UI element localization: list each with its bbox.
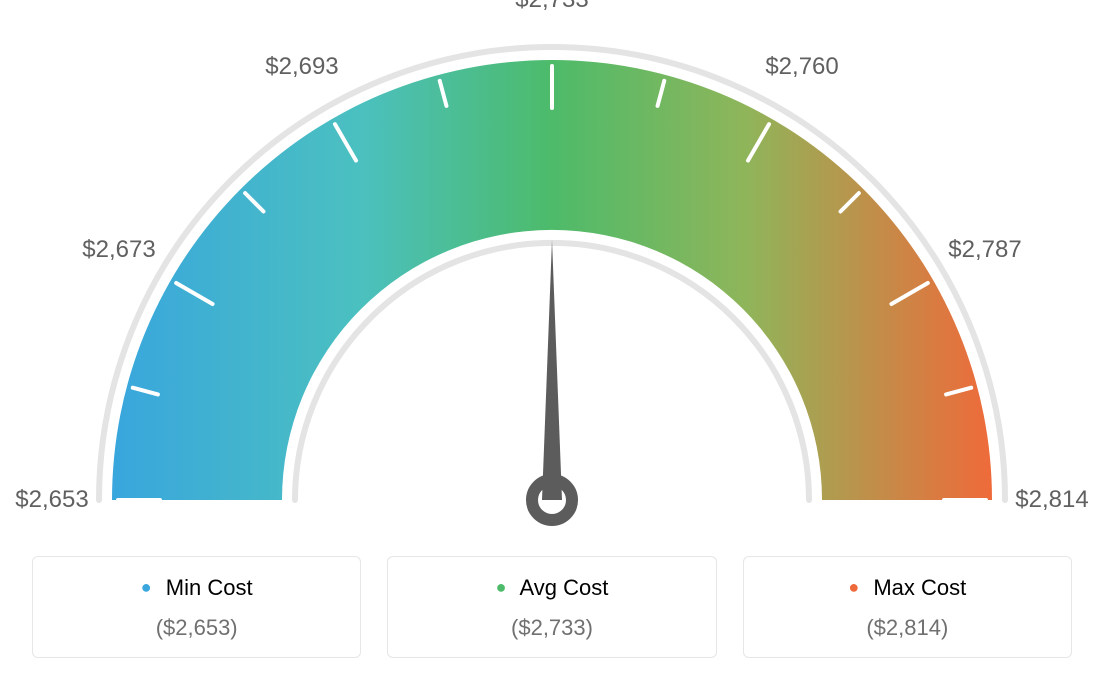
card-min-label: Min Cost (166, 575, 253, 600)
gauge-tick-label: $2,787 (948, 236, 1021, 264)
card-avg-title: ● Avg Cost (398, 575, 705, 601)
dot-icon: ● (496, 577, 507, 597)
dot-icon: ● (141, 577, 152, 597)
card-avg-value: ($2,733) (398, 615, 705, 641)
gauge-tick-label: $2,760 (765, 53, 838, 81)
dot-icon: ● (848, 577, 859, 597)
card-min-title: ● Min Cost (43, 575, 350, 601)
card-min-cost: ● Min Cost ($2,653) (32, 556, 361, 658)
summary-cards: ● Min Cost ($2,653) ● Avg Cost ($2,733) … (32, 556, 1072, 658)
cost-gauge-figure: $2,653 $2,673 $2,693 $2,733 $2,760 $2,787 $2,8… (0, 0, 1104, 690)
gauge-tick-label: $2,814 (1015, 486, 1088, 514)
gauge-tick-label: $2,733 (515, 0, 588, 14)
gauge-tick-label: $2,673 (82, 236, 155, 264)
card-min-value: ($2,653) (43, 615, 350, 641)
card-max-title: ● Max Cost (754, 575, 1061, 601)
card-max-value: ($2,814) (754, 615, 1061, 641)
gauge-tick-label: $2,693 (265, 53, 338, 81)
card-avg-label: Avg Cost (519, 575, 608, 600)
card-max-cost: ● Max Cost ($2,814) (743, 556, 1072, 658)
card-avg-cost: ● Avg Cost ($2,733) (387, 556, 716, 658)
gauge-canvas: $2,653 $2,673 $2,693 $2,733 $2,760 $2,787 $2,8… (0, 0, 1104, 548)
card-max-label: Max Cost (873, 575, 966, 600)
gauge-tick-label: $2,653 (15, 486, 88, 514)
